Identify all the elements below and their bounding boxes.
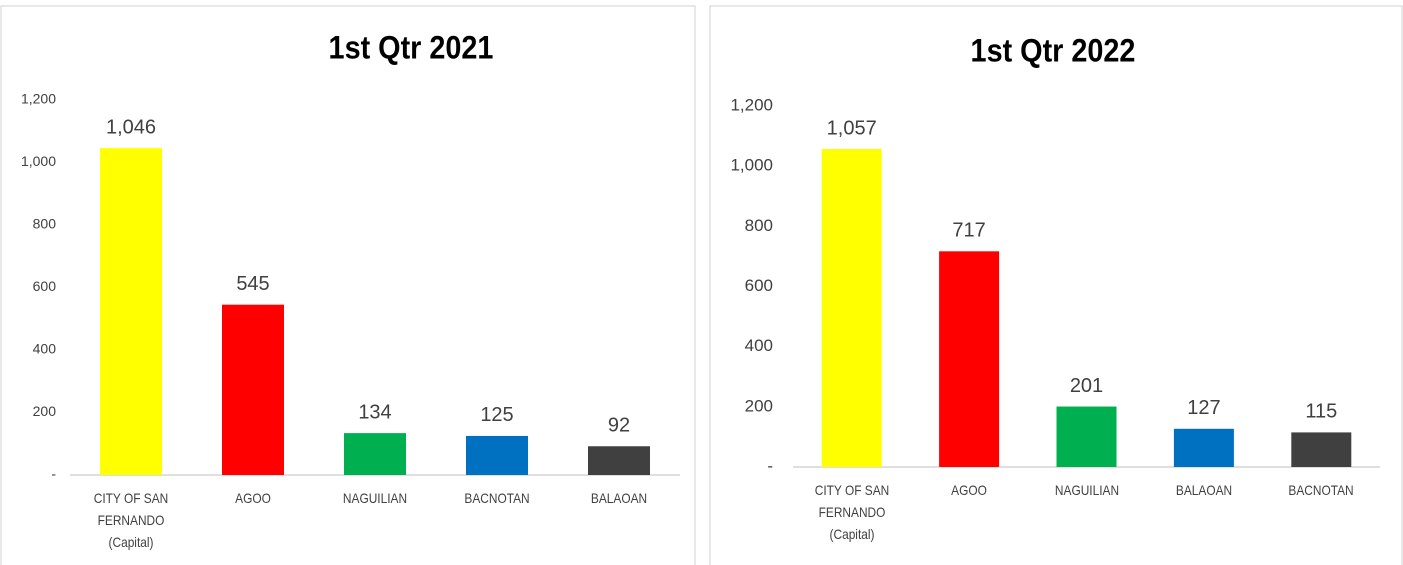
x-tick-label: CITY OF SAN FERNANDO (Capital) [93,490,169,550]
bar [1173,428,1234,467]
x-tick-label: BALAOAN [1175,482,1232,498]
y-tick-label: - [767,456,773,475]
y-tick-label: 1,000 [730,156,773,175]
x-tick-label: CITY OF SAN FERNANDO (Capital) [814,482,889,542]
y-tick-label: 800 [745,216,773,235]
bar [222,304,284,475]
x-tick-label: AGOO [235,490,271,506]
data-label: 125 [480,404,513,426]
x-tick-label: BALAOAN [590,490,648,506]
data-label: 1,046 [106,116,156,138]
y-tick-label: 1,200 [730,95,773,114]
data-label: 201 [1070,375,1103,397]
chart-title: 1st Qtr 2021 [329,30,494,66]
y-tick-label: - [51,466,56,482]
y-tick-label: 1,200 [21,91,56,107]
bar [821,149,882,467]
y-tick-label: 600 [33,278,57,294]
bar [344,433,406,475]
bar [1056,406,1117,467]
bar [588,446,650,475]
x-tick-label: NAGUILIAN [1054,482,1119,498]
data-label: 92 [608,415,630,437]
data-label: 1,057 [827,117,877,139]
bar [1291,432,1352,467]
bar [939,251,1000,467]
x-tick-label: AGOO [951,482,987,498]
y-tick-label: 200 [745,396,773,415]
data-label: 127 [1187,397,1220,419]
y-tick-label: 400 [745,336,773,355]
data-label: 545 [236,273,269,295]
data-label: 717 [952,220,985,242]
x-tick-label: NAGUILIAN [342,490,408,506]
bar [100,148,162,475]
y-tick-label: 800 [33,216,57,232]
y-tick-label: 400 [33,341,57,357]
y-tick-label: 600 [745,276,773,295]
y-tick-label: 1,000 [21,153,56,169]
data-label: 134 [358,401,391,423]
bar [466,435,528,475]
x-tick-label: BACNOTAN [464,490,530,506]
data-label: 115 [1305,401,1337,423]
y-tick-label: 200 [33,403,57,419]
chart-title: 1st Qtr 2022 [971,33,1136,69]
x-tick-label: BACNOTAN [1288,482,1354,498]
